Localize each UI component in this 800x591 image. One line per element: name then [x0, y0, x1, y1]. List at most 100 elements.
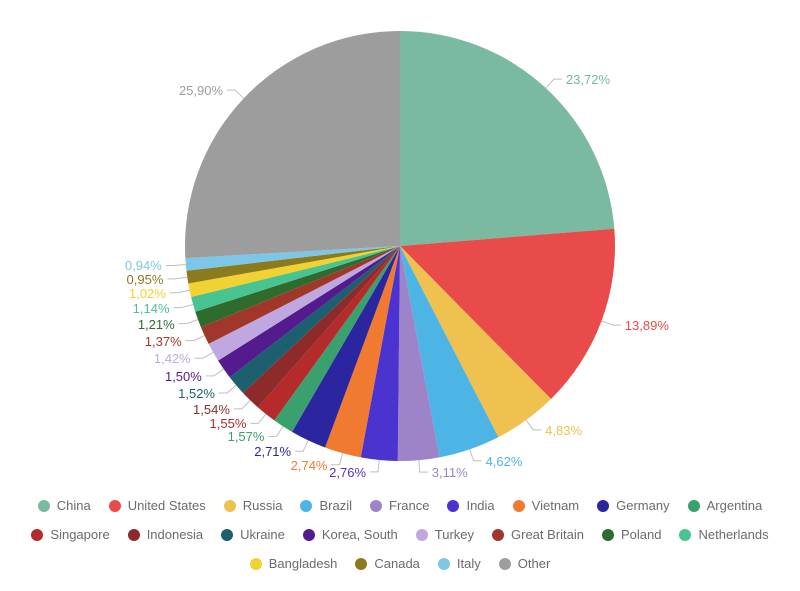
- legend-swatch: [499, 558, 511, 570]
- slice-label: 4,83%: [545, 424, 582, 437]
- legend-swatch: [370, 500, 382, 512]
- slice-label: 2,71%: [254, 445, 291, 458]
- slice-label: 1,14%: [133, 302, 170, 315]
- legend-item: Poland: [602, 527, 661, 542]
- chart-container: 23,72% 13,89% 4,83% 4,62% 3,11% 2,76%2,74%2,7…: [0, 0, 800, 591]
- legend-label: France: [389, 498, 429, 513]
- legend-item: Netherlands: [679, 527, 768, 542]
- leader-line: [234, 400, 250, 409]
- legend-item: India: [447, 498, 494, 513]
- legend-item: Argentina: [688, 498, 763, 513]
- slice-label: 1,57%: [228, 430, 265, 443]
- legend-item: Brazil: [300, 498, 352, 513]
- legend-item: Ukraine: [221, 527, 285, 542]
- slice-label: 1,37%: [145, 335, 182, 348]
- legend-label: Germany: [616, 498, 669, 513]
- legend-label: Indonesia: [147, 527, 203, 542]
- legend-swatch: [597, 500, 609, 512]
- legend-swatch: [300, 500, 312, 512]
- leader-line: [370, 460, 379, 472]
- legend-label: Italy: [457, 556, 481, 571]
- slice-label: 4,62%: [486, 455, 523, 468]
- legend-item: Russia: [224, 498, 283, 513]
- legend-label: Netherlands: [698, 527, 768, 542]
- legend-swatch: [679, 529, 691, 541]
- slice-label: 25,90%: [179, 84, 223, 97]
- slice-label: 2,74%: [291, 459, 328, 472]
- legend-label: Singapore: [50, 527, 109, 542]
- slice-label: 1,50%: [165, 370, 202, 383]
- legend-item: Turkey: [416, 527, 474, 542]
- leader-line: [295, 440, 308, 451]
- legend-item: Great Britain: [492, 527, 584, 542]
- slice-label: 2,76%: [329, 466, 366, 479]
- legend: China United States Russia Brazil France Indi…: [0, 498, 800, 571]
- legend-swatch: [38, 500, 50, 512]
- legend-swatch: [447, 500, 459, 512]
- slice-label: 1,52%: [178, 387, 215, 400]
- legend-swatch: [221, 529, 233, 541]
- slice-label: 1,55%: [210, 417, 247, 430]
- slice-label: 1,54%: [193, 403, 230, 416]
- legend-item: Singapore: [31, 527, 109, 542]
- leader-line: [167, 277, 187, 279]
- leader-line: [602, 321, 621, 325]
- legend-label: Korea, South: [322, 527, 398, 542]
- legend-swatch: [128, 529, 140, 541]
- leader-line: [546, 79, 562, 88]
- legend-item: Bangladesh: [250, 556, 338, 571]
- leader-line: [268, 426, 283, 436]
- legend-label: Brazil: [319, 498, 352, 513]
- legend-item: Italy: [438, 556, 481, 571]
- slice-label: 23,72%: [566, 73, 610, 86]
- legend-item: Indonesia: [128, 527, 203, 542]
- leader-line: [166, 264, 186, 265]
- slice-label: 13,89%: [625, 319, 669, 332]
- legend-swatch: [438, 558, 450, 570]
- leader-line: [250, 414, 265, 423]
- leader-line: [179, 319, 198, 323]
- leader-line: [526, 420, 541, 430]
- leader-line: [174, 304, 194, 307]
- leader-line: [219, 385, 236, 393]
- legend-label: Bangladesh: [269, 556, 338, 571]
- legend-swatch: [355, 558, 367, 570]
- legend-swatch: [109, 500, 121, 512]
- legend-label: China: [57, 498, 91, 513]
- legend-label: Russia: [243, 498, 283, 513]
- slice-label: 1,42%: [154, 352, 191, 365]
- legend-label: Poland: [621, 527, 661, 542]
- legend-swatch: [513, 500, 525, 512]
- legend-item: China: [38, 498, 91, 513]
- slice-label: 1,02%: [129, 287, 166, 300]
- leader-line: [470, 449, 482, 460]
- legend-label: Vietnam: [532, 498, 579, 513]
- legend-swatch: [250, 558, 262, 570]
- slice-label: 0,94%: [125, 259, 162, 272]
- leader-line: [195, 352, 213, 358]
- legend-swatch: [688, 500, 700, 512]
- legend-label: Canada: [374, 556, 420, 571]
- leader-line: [170, 290, 190, 292]
- legend-item: Korea, South: [303, 527, 398, 542]
- legend-label: Other: [518, 556, 551, 571]
- slice-label: 3,11%: [432, 466, 468, 479]
- legend-swatch: [492, 529, 504, 541]
- leader-line: [419, 460, 428, 472]
- legend-item: Germany: [597, 498, 669, 513]
- slice-label: 0,95%: [127, 273, 164, 286]
- legend-label: Argentina: [707, 498, 763, 513]
- legend-swatch: [224, 500, 236, 512]
- legend-item: Vietnam: [513, 498, 579, 513]
- legend-label: United States: [128, 498, 206, 513]
- leader-line: [331, 453, 342, 465]
- legend-label: Great Britain: [511, 527, 584, 542]
- leader-line: [227, 90, 244, 98]
- legend-item: France: [370, 498, 429, 513]
- leader-line: [186, 336, 205, 341]
- legend-item: United States: [109, 498, 206, 513]
- legend-swatch: [602, 529, 614, 541]
- legend-item: Other: [499, 556, 551, 571]
- legend-swatch: [31, 529, 43, 541]
- leader-line: [206, 369, 224, 376]
